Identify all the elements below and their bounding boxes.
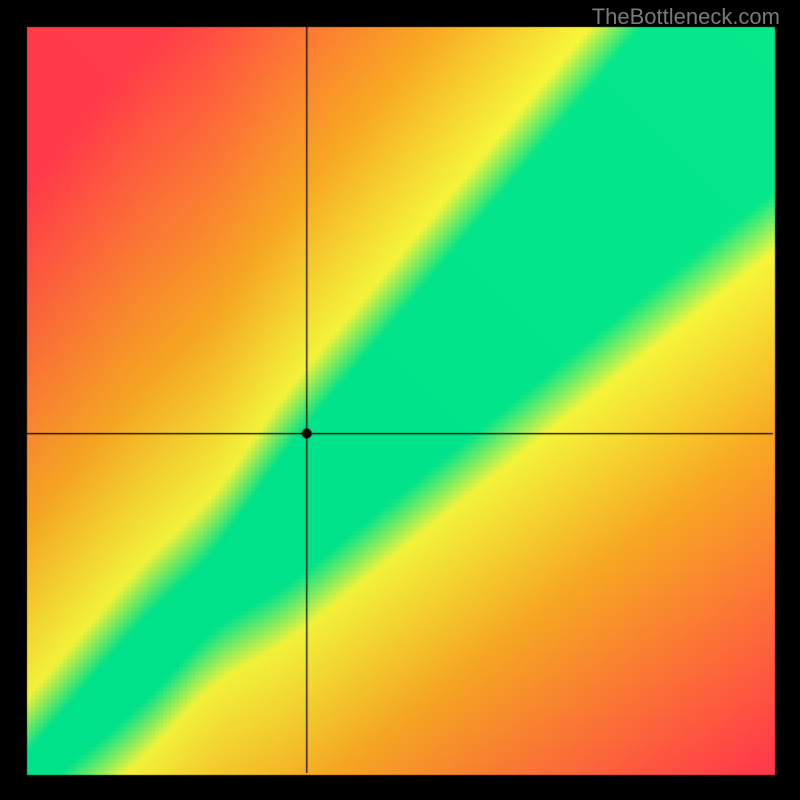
- watermark-text: TheBottleneck.com: [592, 4, 780, 30]
- chart-container: TheBottleneck.com: [0, 0, 800, 800]
- bottleneck-heatmap: [0, 0, 800, 800]
